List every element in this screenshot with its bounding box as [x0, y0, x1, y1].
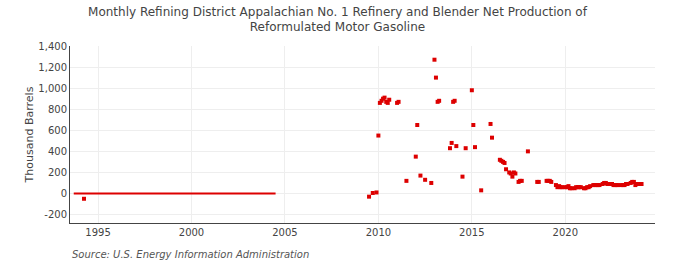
svg-text:1,000: 1,000 — [38, 83, 67, 94]
svg-text:600: 600 — [48, 125, 67, 136]
svg-text:1,400: 1,400 — [38, 41, 67, 52]
svg-text:400: 400 — [48, 146, 67, 157]
svg-text:2005: 2005 — [272, 227, 297, 238]
svg-text:0: 0 — [61, 188, 67, 199]
svg-text:1,200: 1,200 — [38, 62, 67, 73]
svg-text:-200: -200 — [44, 209, 67, 220]
svg-text:Source: U.S. Energy Informatio: Source: U.S. Energy Information Administ… — [72, 249, 309, 260]
svg-text:2010: 2010 — [366, 227, 391, 238]
svg-text:1995: 1995 — [85, 227, 110, 238]
svg-text:200: 200 — [48, 167, 67, 178]
svg-text:2000: 2000 — [179, 227, 204, 238]
svg-text:Thousand Barrels: Thousand Barrels — [23, 86, 36, 183]
svg-text:2020: 2020 — [553, 227, 578, 238]
svg-text:800: 800 — [48, 104, 67, 115]
svg-text:2015: 2015 — [459, 227, 484, 238]
svg-text:Monthly Refining District Appa: Monthly Refining District Appalachian No… — [88, 5, 588, 35]
